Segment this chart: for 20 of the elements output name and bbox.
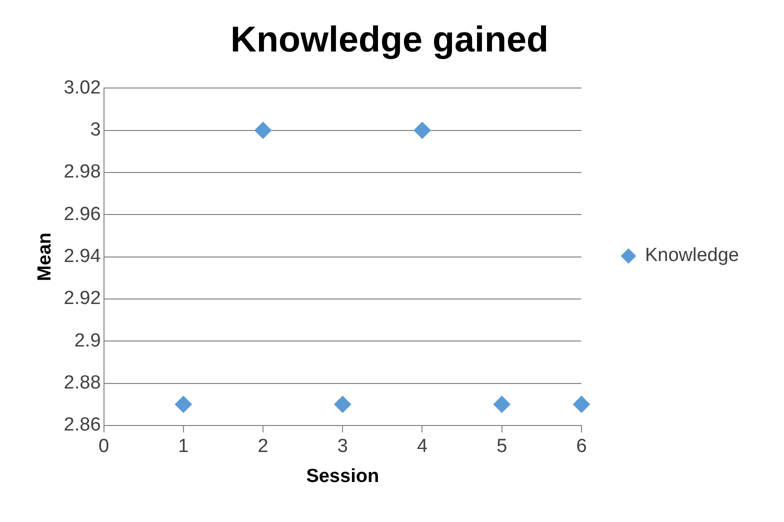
legend-label: Knowledge (644, 245, 740, 266)
y-tick-label: 2.94 (64, 246, 102, 268)
y-tick-label: 3 (90, 120, 101, 141)
y-tick-label: 2.96 (64, 204, 101, 225)
y-axis-title: Mean (34, 232, 56, 282)
y-tick-label: 2.92 (64, 288, 101, 310)
y-tick-label: 2.88 (64, 372, 101, 394)
chart-title: Knowledge gained (230, 18, 549, 60)
y-tick-label: 3.02 (64, 77, 101, 98)
x-tick-label: 3 (337, 436, 348, 458)
y-tick-label: 2.86 (64, 414, 101, 436)
x-axis-title: Session (306, 466, 380, 487)
y-tick-label: 2.98 (64, 162, 101, 183)
x-tick-label: 4 (416, 436, 428, 458)
x-tick-label: 2 (258, 436, 268, 458)
x-tick-label: 5 (496, 436, 508, 458)
x-tick-label: 1 (178, 436, 189, 458)
x-tick-label: 6 (576, 436, 587, 458)
y-tick-label: 2.9 (74, 330, 101, 352)
x-tick-label: 0 (98, 436, 110, 458)
